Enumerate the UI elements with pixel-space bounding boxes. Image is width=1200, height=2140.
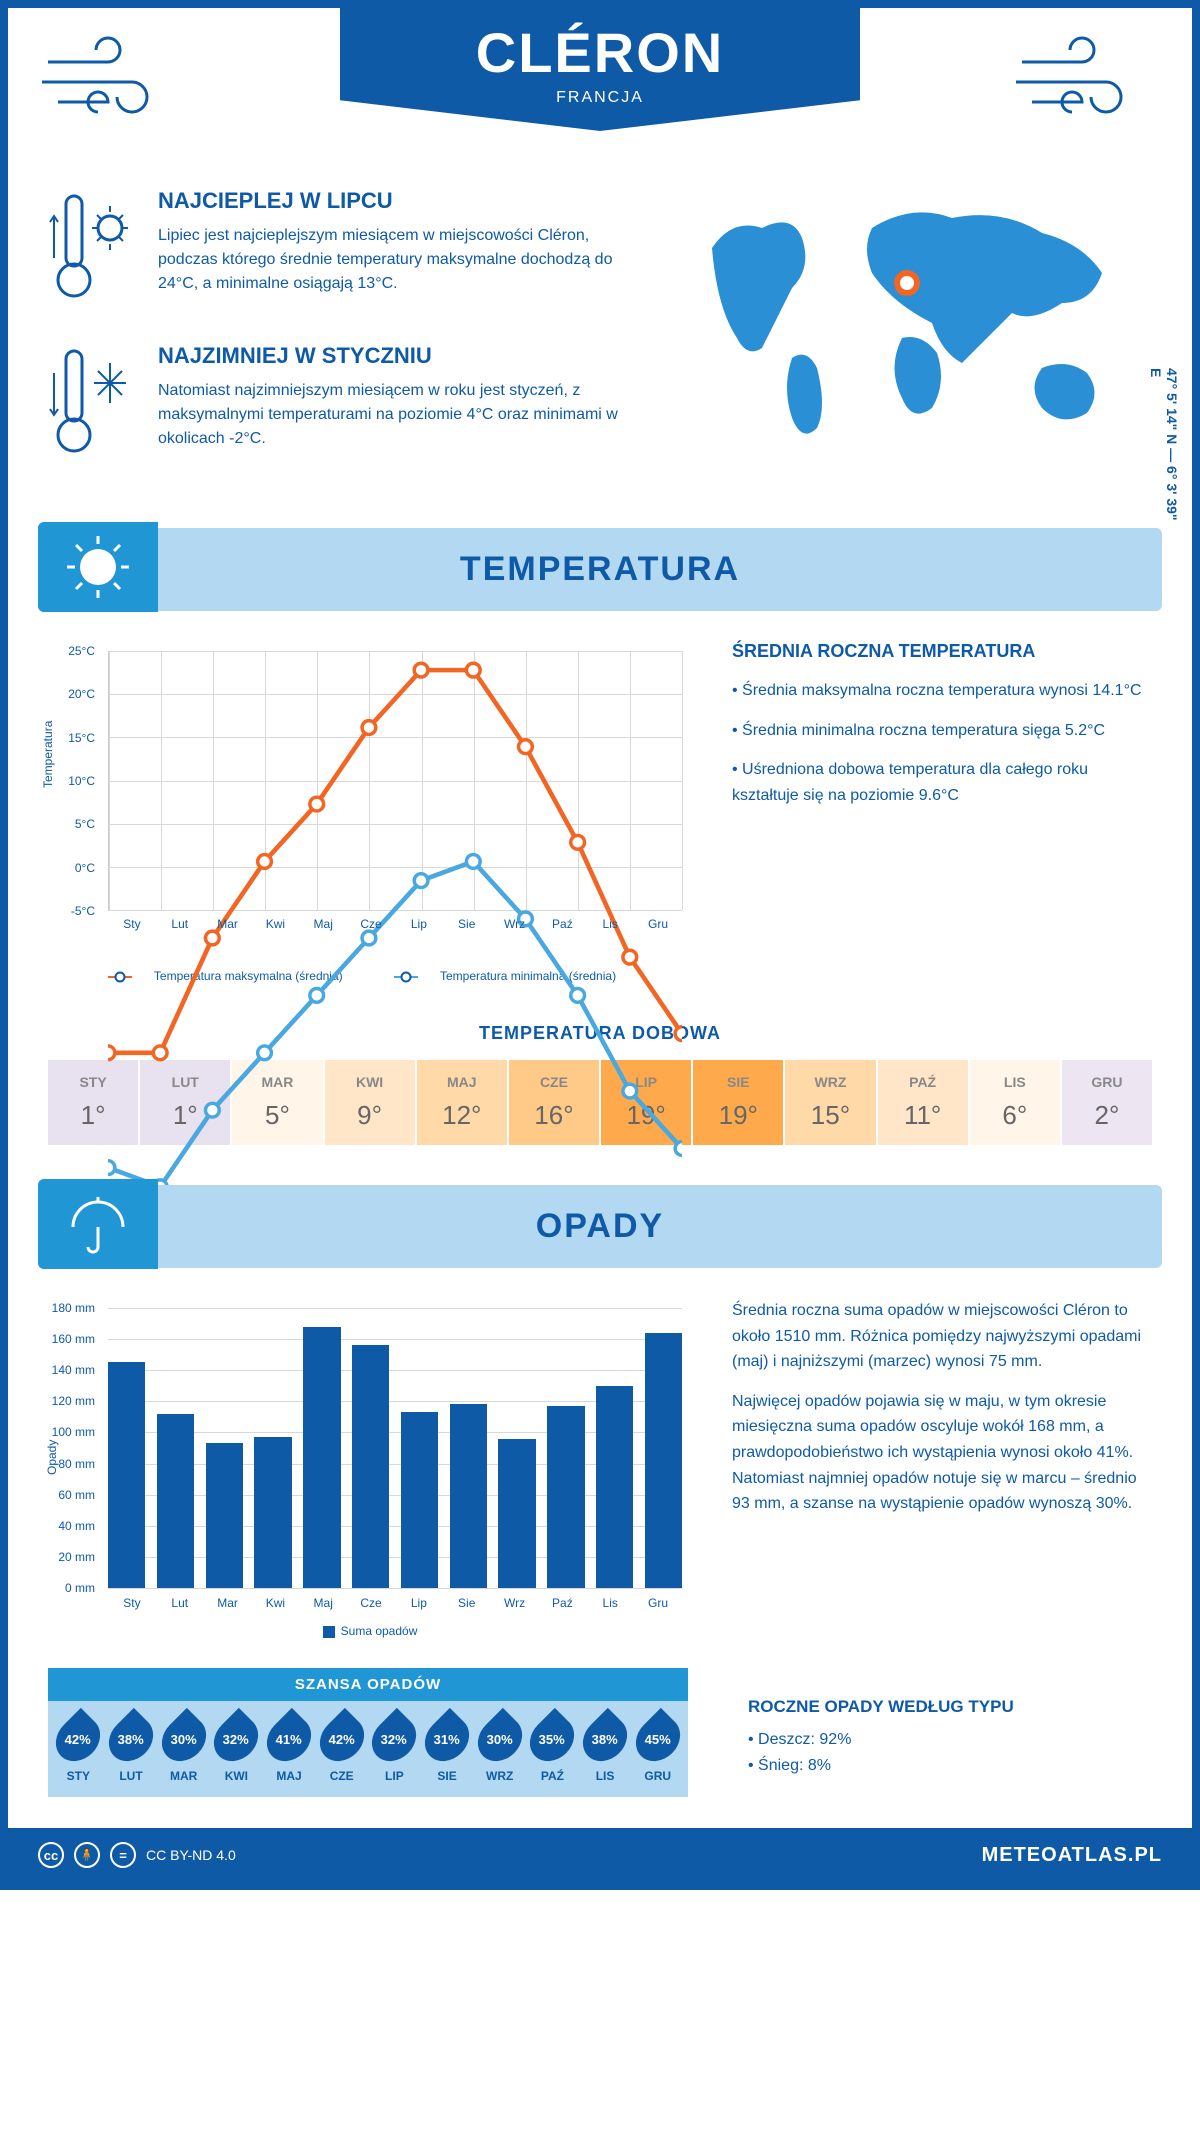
sun-icon bbox=[38, 522, 158, 612]
country-name: FRANCJA bbox=[340, 89, 860, 107]
temp-cell: PAŹ11° bbox=[878, 1060, 968, 1145]
chance-drop: 30%WRZ bbox=[475, 1715, 524, 1783]
coldest-block: NAJZIMNIEJ W STYCZNIU Natomiast najzimni… bbox=[48, 343, 632, 468]
thermometer-hot-icon bbox=[48, 188, 138, 313]
brand: METEOATLAS.PL bbox=[982, 1844, 1162, 1867]
cold-title: NAJZIMNIEJ W STYCZNIU bbox=[158, 343, 632, 369]
temp-bullet: • Uśredniona dobowa temperatura dla całe… bbox=[732, 757, 1152, 808]
chance-drop: 42%CZE bbox=[317, 1715, 366, 1783]
by-icon: 🧍 bbox=[74, 1842, 100, 1868]
temp-cell: SIE19° bbox=[693, 1060, 783, 1145]
chance-drop: 38%LIS bbox=[581, 1715, 630, 1783]
chance-drop: 32%LIP bbox=[370, 1715, 419, 1783]
temp-bullet: • Średnia minimalna roczna temperatura s… bbox=[732, 718, 1152, 744]
chance-drop: 41%MAJ bbox=[265, 1715, 314, 1783]
chance-drop: 38%LUT bbox=[107, 1715, 156, 1783]
bar bbox=[645, 1333, 682, 1588]
precip-summary: Średnia roczna suma opadów w miejscowośc… bbox=[732, 1298, 1152, 1638]
temp-cell: LIS6° bbox=[970, 1060, 1060, 1145]
precip-section-header: OPADY bbox=[38, 1185, 1162, 1268]
cold-text: Natomiast najzimniejszym miesiącem w rok… bbox=[158, 379, 632, 451]
bar bbox=[157, 1414, 194, 1588]
temp-cell: WRZ15° bbox=[785, 1060, 875, 1145]
intro-section: NAJCIEPLEJ W LIPCU Lipiec jest najcieple… bbox=[8, 168, 1192, 528]
bar bbox=[352, 1345, 389, 1588]
precip-type-panel: ROCZNE OPADY WEDŁUG TYPU • Deszcz: 92%• … bbox=[708, 1697, 1148, 1808]
nd-icon: = bbox=[110, 1842, 136, 1868]
temp-bullet: • Średnia maksymalna roczna temperatura … bbox=[732, 678, 1152, 704]
chance-drop: 35%PAŹ bbox=[528, 1715, 577, 1783]
temp-summary-title: ŚREDNIA ROCZNA TEMPERATURA bbox=[732, 641, 1152, 662]
precip-chance-panel: SZANSA OPADÓW 42%STY38%LUT30%MAR32%KWI41… bbox=[48, 1668, 688, 1797]
license-text: CC BY-ND 4.0 bbox=[146, 1847, 236, 1863]
header: CLÉRON FRANCJA bbox=[8, 8, 1192, 168]
hot-title: NAJCIEPLEJ W LIPCU bbox=[158, 188, 632, 214]
page: CLÉRON FRANCJA NAJCIEPLEJ W bbox=[0, 0, 1200, 1890]
temp-summary: ŚREDNIA ROCZNA TEMPERATURA • Średnia mak… bbox=[732, 641, 1152, 983]
bar-legend: Suma opadów bbox=[48, 1624, 692, 1638]
footer: cc 🧍 = CC BY-ND 4.0 METEOATLAS.PL bbox=[8, 1828, 1192, 1882]
chance-drop: 32%KWI bbox=[212, 1715, 261, 1783]
chance-drop: 31%SIE bbox=[423, 1715, 472, 1783]
hot-text: Lipiec jest najcieplejszym miesiącem w m… bbox=[158, 224, 632, 296]
license: cc 🧍 = CC BY-ND 4.0 bbox=[38, 1842, 236, 1868]
precip-title: OPADY bbox=[536, 1207, 664, 1245]
coordinates: 47° 5' 14" N — 6° 3' 39" E bbox=[1148, 368, 1180, 528]
precip-bar-chart: Opady 0 mm20 mm40 mm60 mm80 mm100 mm120 … bbox=[48, 1298, 692, 1638]
wind-icon bbox=[38, 32, 188, 132]
bar bbox=[498, 1439, 535, 1588]
chance-drop: 45%GRU bbox=[633, 1715, 682, 1783]
precip-type-line: • Śnieg: 8% bbox=[748, 1753, 1108, 1779]
chance-drop: 42%STY bbox=[54, 1715, 103, 1783]
world-map bbox=[672, 188, 1152, 498]
bar bbox=[450, 1404, 487, 1588]
bar bbox=[206, 1443, 243, 1588]
chance-title: SZANSA OPADÓW bbox=[48, 1668, 688, 1701]
bar bbox=[596, 1386, 633, 1588]
chance-drop: 30%MAR bbox=[159, 1715, 208, 1783]
thermometer-cold-icon bbox=[48, 343, 138, 468]
hottest-block: NAJCIEPLEJ W LIPCU Lipiec jest najcieple… bbox=[48, 188, 632, 313]
bar bbox=[547, 1406, 584, 1588]
precip-type-title: ROCZNE OPADY WEDŁUG TYPU bbox=[748, 1697, 1108, 1717]
bar bbox=[108, 1362, 145, 1588]
temp-title: TEMPERATURA bbox=[460, 550, 740, 588]
precip-type-line: • Deszcz: 92% bbox=[748, 1727, 1108, 1753]
cc-icon: cc bbox=[38, 1842, 64, 1868]
temp-section-header: TEMPERATURA bbox=[38, 528, 1162, 611]
wind-icon bbox=[1012, 32, 1162, 132]
temp-cell: GRU2° bbox=[1062, 1060, 1152, 1145]
precip-p1: Średnia roczna suma opadów w miejscowośc… bbox=[732, 1298, 1152, 1375]
umbrella-icon bbox=[38, 1179, 158, 1269]
precip-p2: Najwięcej opadów pojawia się w maju, w t… bbox=[732, 1389, 1152, 1517]
bar bbox=[303, 1327, 340, 1588]
temperature-line-chart: Temperatura -5°C0°C5°C10°C15°C20°C25°C S… bbox=[48, 641, 692, 983]
bar bbox=[254, 1437, 291, 1588]
bar bbox=[401, 1412, 438, 1588]
city-name: CLÉRON bbox=[340, 20, 860, 85]
title-ribbon: CLÉRON FRANCJA bbox=[340, 8, 860, 131]
